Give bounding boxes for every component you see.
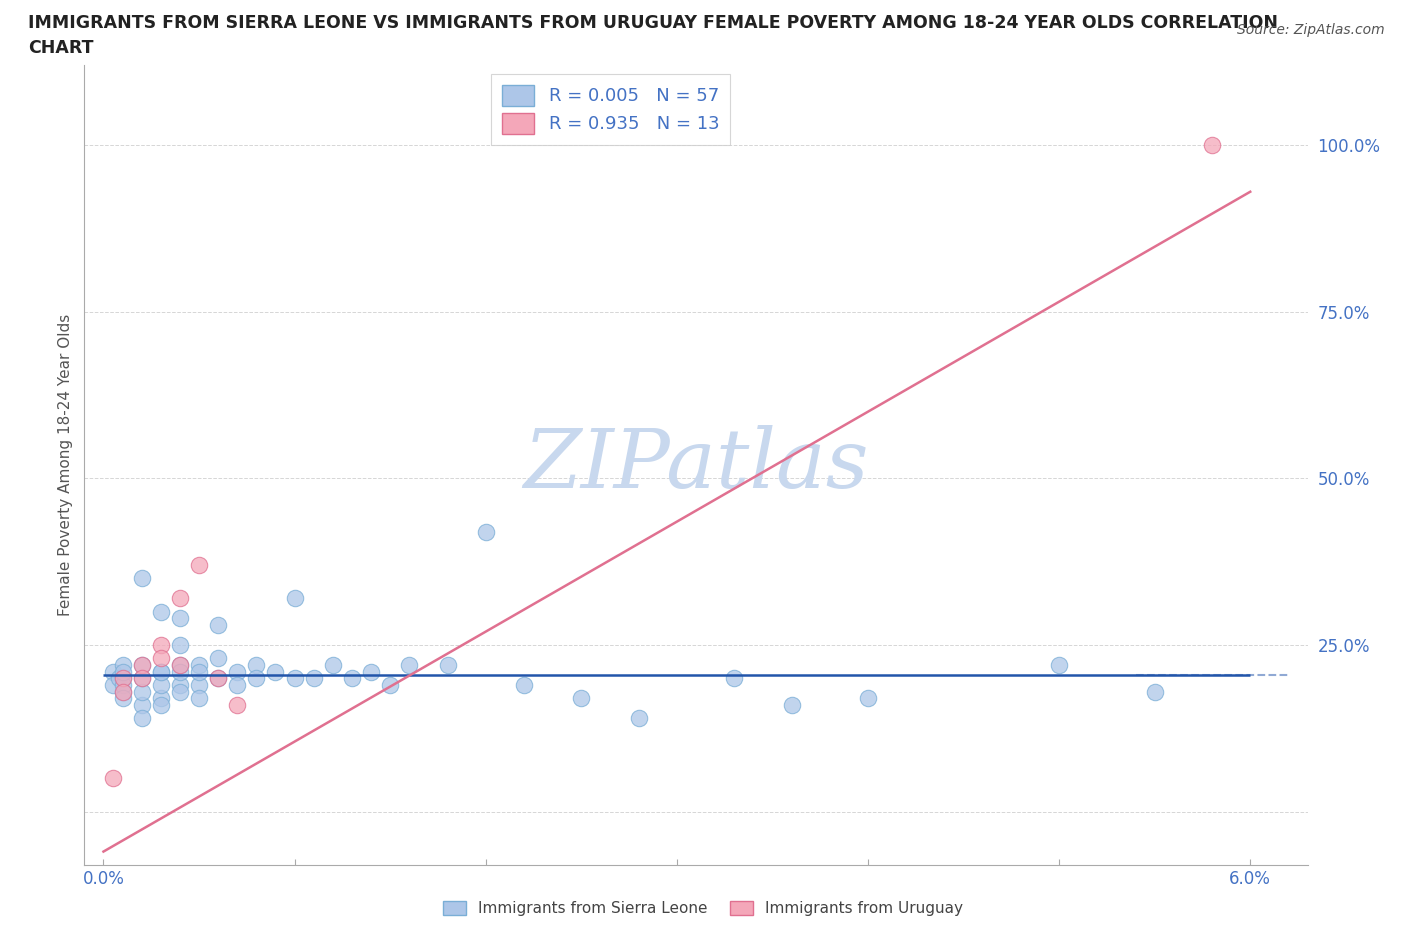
Point [111,664,134,679]
Point [284,591,307,605]
Point [513,677,536,692]
Point [474,525,496,539]
Point [723,671,745,685]
Point [149,638,172,653]
Point [264,664,287,679]
Point [131,711,153,725]
Point [131,658,153,672]
Point [169,684,191,699]
Legend: R = 0.005   N = 57, R = 0.935   N = 13: R = 0.005 N = 57, R = 0.935 N = 13 [491,74,730,145]
Point [111,684,134,699]
Legend: Immigrants from Sierra Leone, Immigrants from Uruguay: Immigrants from Sierra Leone, Immigrants… [436,895,970,923]
Text: IMMIGRANTS FROM SIERRA LEONE VS IMMIGRANTS FROM URUGUAY FEMALE POVERTY AMONG 18-: IMMIGRANTS FROM SIERRA LEONE VS IMMIGRAN… [28,14,1278,32]
Point [284,671,307,685]
Point [149,664,172,679]
Point [149,691,172,706]
Point [436,658,458,672]
Point [149,604,172,619]
Point [169,611,191,626]
Point [169,638,191,653]
Point [131,671,153,685]
Point [131,684,153,699]
Point [149,651,172,666]
Point [188,664,211,679]
Point [188,558,211,573]
Point [188,691,211,706]
Point [111,671,134,685]
Point [101,664,124,679]
Point [169,664,191,679]
Point [226,698,249,712]
Point [149,698,172,712]
Text: Source: ZipAtlas.com: Source: ZipAtlas.com [1237,23,1385,37]
Point [169,591,191,605]
Point [149,677,172,692]
Point [627,711,650,725]
Point [131,671,153,685]
Point [380,677,402,692]
Point [111,684,134,699]
Point [780,698,803,712]
Point [101,677,124,692]
Point [169,677,191,692]
Y-axis label: Female Poverty Among 18-24 Year Olds: Female Poverty Among 18-24 Year Olds [58,314,73,617]
Text: ZIPatlas: ZIPatlas [523,425,869,505]
Point [131,658,153,672]
Point [245,671,267,685]
Point [1047,658,1070,672]
Point [207,651,229,666]
Point [245,658,267,672]
Point [226,664,249,679]
Point [107,671,129,685]
Point [398,658,420,672]
Point [131,698,153,712]
Point [302,671,325,685]
Point [101,771,124,786]
Point [226,677,249,692]
Point [169,658,191,672]
Point [340,671,363,685]
Text: CHART: CHART [28,39,94,57]
Point [111,677,134,692]
Point [111,671,134,685]
Point [207,671,229,685]
Point [188,658,211,672]
Point [569,691,592,706]
Point [111,658,134,672]
Point [188,677,211,692]
Point [131,571,153,586]
Point [149,664,172,679]
Point [111,691,134,706]
Point [207,618,229,632]
Point [856,691,879,706]
Point [1201,138,1223,153]
Point [360,664,382,679]
Point [169,658,191,672]
Point [1143,684,1166,699]
Point [322,658,344,672]
Point [207,671,229,685]
